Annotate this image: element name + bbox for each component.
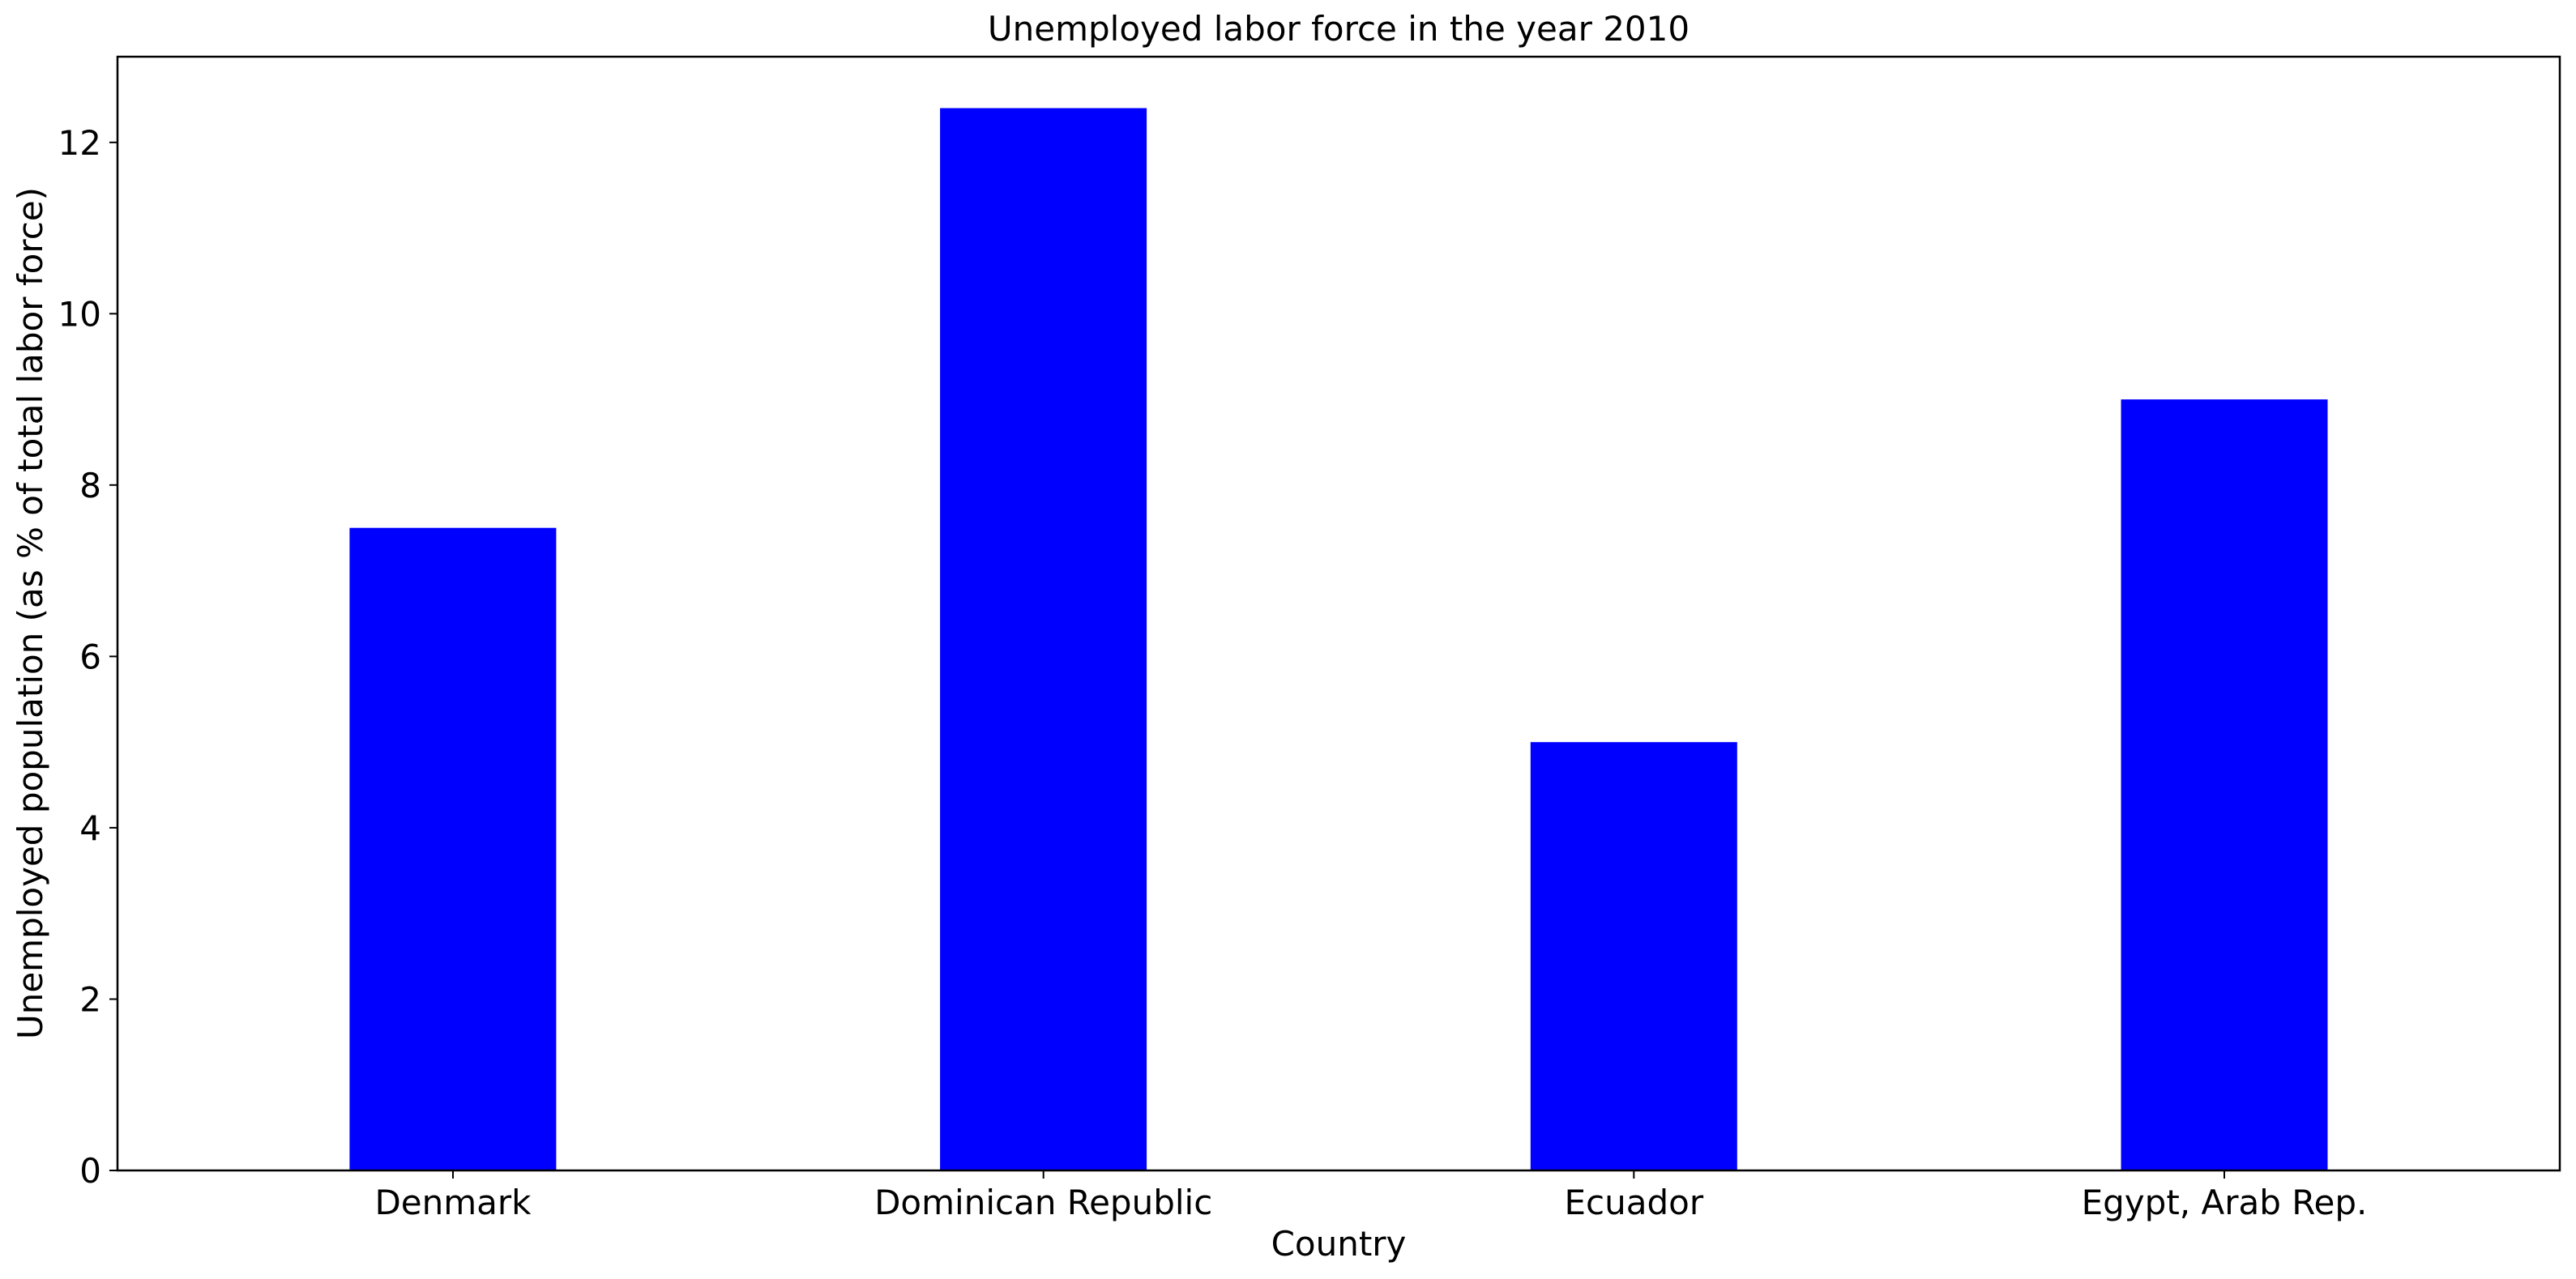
y-axis-label: Unemployed population (as % of total lab… xyxy=(11,187,50,1039)
y-tick-label: 8 xyxy=(79,466,101,505)
y-tick-label: 6 xyxy=(79,637,101,676)
bar-ecuador xyxy=(1530,742,1737,1170)
x-tick-label: Denmark xyxy=(374,1183,532,1222)
x-axis: Denmark Dominican Republic Ecuador Egypt, A… xyxy=(374,1170,2367,1222)
y-tick-label: 4 xyxy=(79,808,101,848)
x-tick-label: Egypt, Arab Rep. xyxy=(2082,1183,2368,1222)
y-tick-label: 0 xyxy=(79,1151,101,1191)
y-tick-label: 12 xyxy=(58,123,101,163)
x-tick-label: Ecuador xyxy=(1564,1183,1703,1222)
bar-egypt-arab-rep- xyxy=(2121,399,2328,1171)
y-axis: 0 2 4 6 8 10 12 xyxy=(58,123,117,1191)
x-tick-label: Dominican Republic xyxy=(874,1183,1212,1222)
chart-title: Unemployed labor force in the year 2010 xyxy=(988,9,1690,49)
bar-dominican-republic xyxy=(940,108,1147,1170)
x-axis-label: Country xyxy=(1271,1224,1407,1264)
bars-group xyxy=(349,108,2328,1171)
plot-frame xyxy=(116,55,2561,1172)
bar-denmark xyxy=(349,527,557,1170)
y-tick-label: 2 xyxy=(79,980,101,1020)
y-tick-label: 10 xyxy=(58,294,101,334)
